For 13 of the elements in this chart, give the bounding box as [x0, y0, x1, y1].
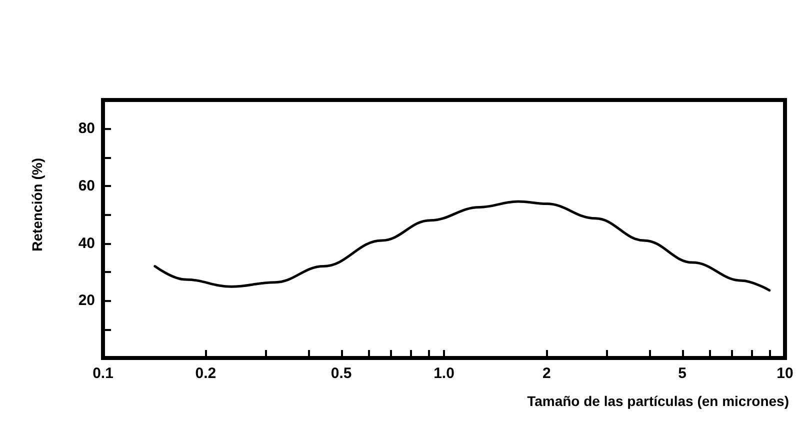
x-axis-title: Tamaño de las partículas (en micrones): [527, 393, 790, 409]
y-tick-label: 60: [78, 178, 95, 194]
y-tick-label: 80: [78, 120, 95, 138]
x-tick-label: 10: [776, 365, 794, 382]
x-tick-label: 0.5: [330, 365, 352, 382]
x-tick-label: 0.1: [92, 365, 114, 382]
x-tick-label: 2: [542, 365, 551, 382]
x-tick-label: 5: [678, 365, 687, 382]
x-tick-label: 1.0: [434, 365, 454, 382]
y-tick-label: 40: [78, 234, 95, 252]
x-tick-label: 0.2: [195, 365, 216, 382]
y-axis-title: Retención (%): [29, 158, 45, 252]
y-tick-label: 20: [78, 292, 95, 310]
